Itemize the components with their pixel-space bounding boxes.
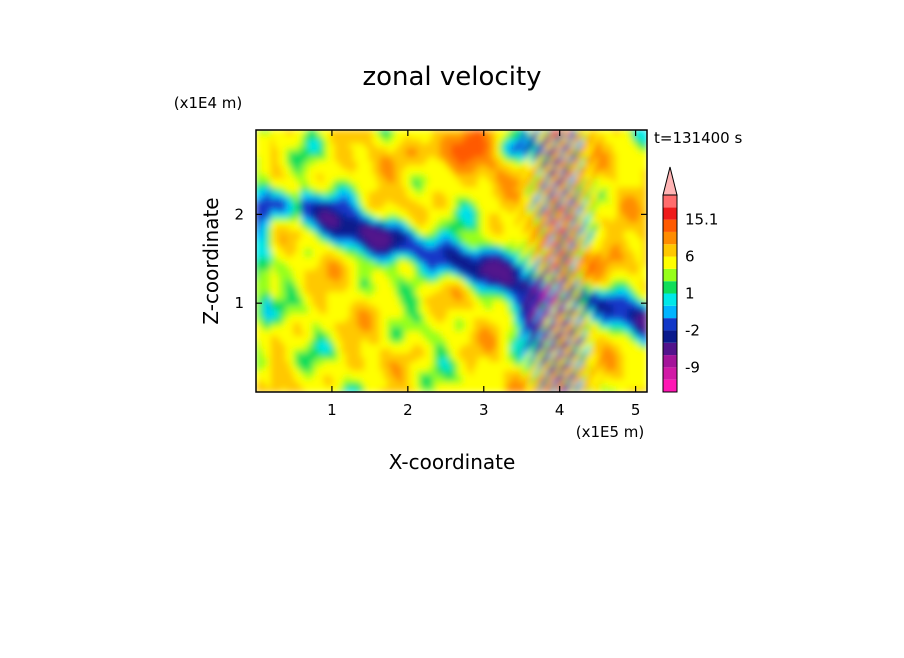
- colorbar-swatch: [663, 355, 677, 367]
- colorbar-tick-label: 1: [685, 285, 695, 303]
- colorbar-swatch: [663, 330, 677, 342]
- colorbar-swatch: [663, 281, 677, 293]
- colorbar-swatch: [663, 367, 677, 379]
- colorbar-swatch: [663, 232, 677, 244]
- colorbar-swatch: [663, 195, 677, 207]
- y-axis-label: Z-coordinate: [199, 197, 223, 324]
- colorbar-swatch: [663, 257, 677, 269]
- colorbar: 15.1 6 1 -2 -9: [663, 167, 718, 392]
- x-tick-label: 1: [327, 401, 337, 419]
- colorbar-swatch: [663, 244, 677, 256]
- colorbar-tick-label: -2: [685, 321, 700, 339]
- y-tick-label: 2: [234, 205, 244, 223]
- y-unit-label: (x1E4 m): [174, 94, 243, 112]
- y-tick-label: 1: [234, 294, 244, 312]
- colorbar-swatch: [663, 380, 677, 392]
- colorbar-swatch: [663, 306, 677, 318]
- x-tick-label: 3: [479, 401, 489, 419]
- colorbar-swatch: [663, 207, 677, 219]
- colorbar-tick-label: -9: [685, 358, 700, 376]
- colorbar-swatch: [663, 220, 677, 232]
- colorbar-swatch: [663, 294, 677, 306]
- colorbar-tick-label: 6: [685, 248, 695, 266]
- heatmap-field: [256, 130, 648, 393]
- time-label: t=131400 s: [654, 129, 742, 147]
- chart-title: zonal velocity: [362, 62, 541, 92]
- x-tick-label: 5: [631, 401, 641, 419]
- colorbar-swatch: [663, 343, 677, 355]
- x-axis-label: X-coordinate: [389, 450, 516, 474]
- x-tick-label: 2: [403, 401, 413, 419]
- x-unit-label: (x1E5 m): [576, 423, 645, 441]
- colorbar-swatch: [663, 318, 677, 330]
- colorbar-extend-arrow: [663, 167, 677, 195]
- colorbar-tick-label: 15.1: [685, 211, 718, 229]
- x-tick-label: 4: [555, 401, 565, 419]
- colorbar-swatch: [663, 269, 677, 281]
